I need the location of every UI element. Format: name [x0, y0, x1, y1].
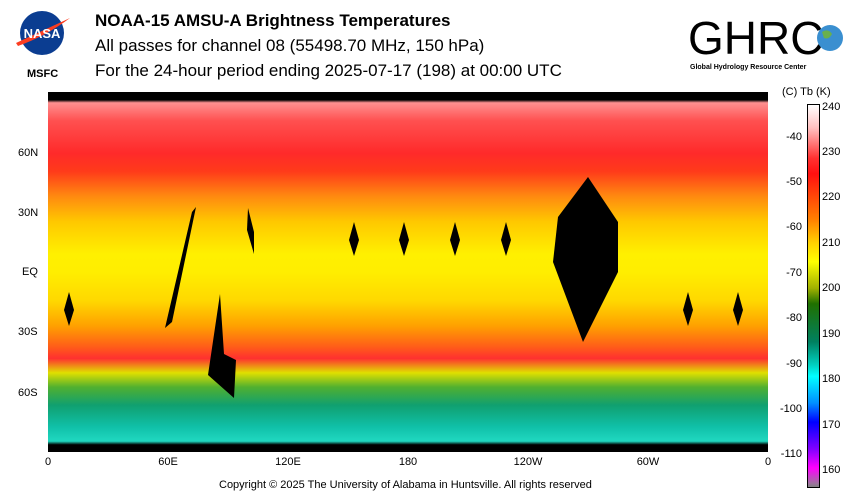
kelvin-label: 180	[822, 373, 841, 385]
swath-gap	[733, 292, 743, 326]
celsius-label: -60	[786, 221, 802, 233]
lon-label: 60E	[158, 456, 178, 468]
lat-label: EQ	[22, 266, 38, 278]
nasa-logo-text: NASA	[24, 26, 61, 41]
kelvin-label: 170	[822, 419, 841, 431]
lon-label: 120W	[513, 456, 543, 468]
swath-gap	[208, 294, 236, 398]
kelvin-label: 190	[822, 328, 841, 340]
swath-gap	[501, 222, 511, 256]
celsius-label: -100	[779, 403, 802, 415]
colorbar-header: (C) Tb (K)	[782, 86, 831, 98]
swath-gap	[64, 292, 74, 326]
lon-label: 120E	[275, 456, 301, 468]
kelvin-label: 210	[822, 237, 841, 249]
kelvin-label: 200	[822, 282, 841, 294]
celsius-label: -40	[786, 131, 802, 143]
nasa-logo: NASA	[16, 11, 70, 55]
swath-gap	[399, 222, 409, 256]
kelvin-label: 160	[822, 464, 841, 476]
lon-label: 60W	[636, 456, 660, 468]
lat-label: 60N	[18, 147, 39, 159]
lon-label: 180	[398, 456, 418, 468]
swath-gap	[450, 222, 460, 256]
lat-label: 30S	[18, 326, 38, 338]
celsius-label: -70	[786, 267, 802, 279]
lat-label: 60S	[18, 387, 38, 399]
swath-gap	[349, 222, 359, 256]
lon-label: 0	[44, 456, 52, 468]
kelvin-label: 230	[822, 146, 841, 158]
swath-gap	[553, 177, 618, 342]
missing-data-swaths	[64, 177, 743, 398]
ghrc-logo-text: GHRC	[688, 12, 823, 62]
lon-label: 0	[764, 456, 772, 468]
brightness-temperature-map	[48, 92, 768, 452]
lat-label: 30N	[18, 207, 39, 219]
page-title: NOAA-15 AMSU-A Brightness Temperatures	[95, 11, 451, 30]
channel-subtitle: All passes for channel 08 (55498.70 MHz,…	[95, 36, 485, 55]
swath-gap	[247, 208, 254, 254]
ghrc-logo: GHRC	[688, 12, 843, 62]
swath-gap	[683, 292, 693, 326]
copyright-footer: Copyright © 2025 The University of Alaba…	[219, 479, 592, 491]
ghrc-subtitle: Global Hydrology Resource Center	[690, 64, 807, 71]
swath-gap	[165, 207, 196, 328]
celsius-label: -80	[786, 312, 802, 324]
msfc-label: MSFC	[27, 68, 59, 80]
celsius-label: -90	[786, 358, 802, 370]
period-subtitle: For the 24-hour period ending 2025-07-17…	[95, 61, 562, 80]
celsius-label: -110	[780, 448, 802, 460]
colorbar	[807, 104, 820, 488]
celsius-label: -50	[786, 176, 802, 188]
kelvin-label: 240	[822, 101, 841, 113]
kelvin-label: 220	[822, 191, 841, 203]
